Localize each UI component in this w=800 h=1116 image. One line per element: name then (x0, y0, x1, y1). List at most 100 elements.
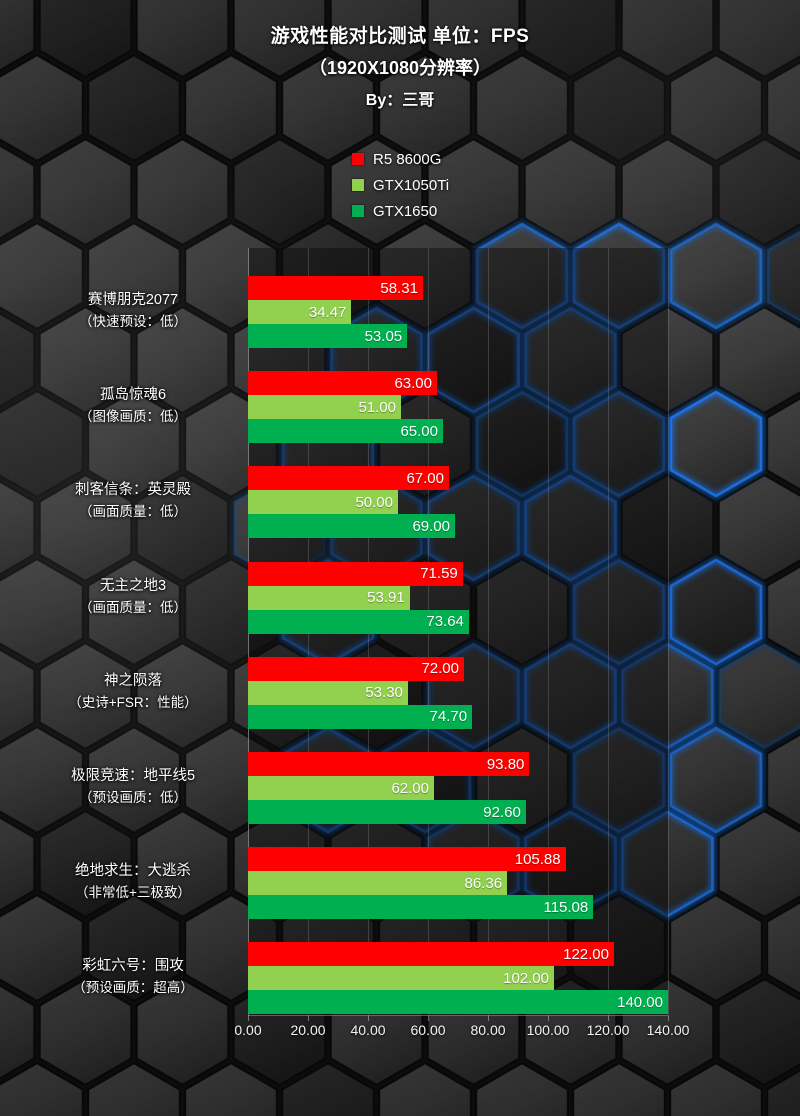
category-name: 无主之地3 (99, 577, 167, 594)
category-name: 彩虹六号：围攻 (82, 958, 184, 975)
bar-value-label: 34.47 (308, 303, 347, 321)
x-tick-label: 60.00 (410, 1022, 446, 1038)
bar-value-label: 63.00 (394, 374, 432, 392)
page-title: 游戏性能对比测试 单位：FPS (270, 26, 530, 47)
category-setting: （非常低+三极致） (75, 885, 191, 901)
bar-group: 58.31 34.47 53.05 (248, 276, 668, 348)
category-label: 极限竞速：地平线5 （预设画质：低） (28, 765, 238, 809)
bar: 71.59 (248, 561, 463, 586)
category-name: 孤岛惊魂6 (99, 387, 167, 404)
bar-value-label: 53.91 (367, 589, 405, 607)
legend-item-label: GTX1650 (373, 202, 438, 220)
bar: 102.00 (248, 966, 554, 991)
chart-title-block: 游戏性能对比测试 单位：FPS （1920X1080分辨率） By：三哥 (0, 22, 800, 116)
x-tick-label: 140.00 (646, 1022, 690, 1038)
bar: 93.80 (248, 752, 530, 776)
x-tick-label: 20.00 (290, 1022, 326, 1038)
chart-legend: R5 8600G GTX1050Ti GTX1650 (352, 146, 449, 224)
x-axis-tick-labels: 0.00 20.00 40.00 60.00 80.00 100.00 120.00 140.… (234, 1016, 689, 1046)
bar-group: 67.00 50.00 69.00 (248, 466, 668, 539)
x-tick-mark (428, 1016, 429, 1021)
legend-item-label: R5 8600G (373, 150, 442, 168)
x-gridline (548, 248, 549, 1016)
bar-value-label: 71.59 (420, 565, 458, 583)
bar-value-label: 62.00 (391, 779, 429, 797)
bar-value-label: 53.05 (364, 327, 403, 345)
legend-swatch-icon (352, 205, 364, 217)
bar-value-label: 86.36 (464, 874, 503, 892)
category-label: 孤岛惊魂6 （图像画质：低） (28, 384, 238, 428)
bar-value-label: 69.00 (412, 517, 450, 535)
x-tick-label: 40.00 (350, 1022, 386, 1038)
x-tick-mark (668, 1016, 669, 1021)
legend-item: GTX1050Ti (352, 172, 449, 198)
bar-value-label: 73.64 (426, 613, 464, 631)
bar-value-label: 115.08 (543, 898, 589, 916)
category-setting: （画面质量：低） (79, 504, 187, 520)
bar: 51.00 (248, 395, 401, 420)
bar-value-label: 67.00 (406, 469, 444, 487)
bar: 67.00 (248, 466, 449, 491)
bar: 53.91 (248, 585, 410, 610)
bar: 53.30 (248, 680, 408, 705)
bar-value-label: 122.00 (563, 945, 609, 963)
x-tick-label: 80.00 (470, 1022, 506, 1038)
category-setting: （快速预设：低） (79, 314, 187, 329)
bar: 105.88 (248, 847, 566, 872)
x-tick-mark (488, 1016, 489, 1021)
bar-value-label: 51.00 (358, 398, 396, 416)
category-label: 刺客信条：英灵殿 （画面质量：低） (28, 479, 238, 523)
category-name: 神之陨落 (104, 672, 162, 689)
legend-item: R5 8600G (352, 146, 449, 172)
x-axis-line (248, 1015, 668, 1016)
bar-value-label: 58.31 (380, 279, 418, 297)
plot-area: 58.31 34.47 53.05 63.00 51.00 65.00 67.00 50.00… (248, 248, 669, 1016)
bar-value-label: 72.00 (421, 660, 459, 678)
bar-group: 93.80 62.00 92.60 (248, 752, 668, 824)
bar-value-label: 50.00 (355, 493, 393, 511)
x-tick-mark (548, 1016, 549, 1021)
category-name: 刺客信条：英灵殿 (75, 482, 191, 499)
category-label: 彩虹六号：围攻 （预设画质：超高） (28, 955, 238, 999)
legend-item: GTX1650 (352, 198, 449, 224)
x-tick-label: 0.00 (234, 1022, 262, 1038)
bar: 86.36 (248, 871, 508, 896)
x-tick-label: 100.00 (526, 1022, 570, 1038)
bar: 74.70 (248, 704, 473, 729)
category-label: 赛博朋克2077 （快速预设：低） (28, 289, 238, 333)
category-label: 无主之地3 （画面质量：低） (28, 575, 238, 619)
bar-group: 105.88 86.36 115.08 (248, 847, 668, 920)
bar: 58.31 (248, 276, 423, 300)
x-tick-mark (308, 1016, 309, 1021)
chart-subtitle: （1920X1080分辨率） (308, 58, 492, 78)
x-gridline (488, 248, 489, 1016)
bar: 122.00 (248, 942, 614, 967)
category-setting: （史诗+FSR：性能） (68, 694, 198, 710)
legend-swatch-icon (352, 179, 364, 191)
category-name: 绝地求生：大逃杀 (75, 863, 191, 880)
bar: 63.00 (248, 371, 437, 396)
bar-group: 63.00 51.00 65.00 (248, 371, 668, 444)
bar-value-label: 92.60 (483, 803, 521, 821)
bar: 115.08 (248, 895, 594, 920)
category-label: 神之陨落 （史诗+FSR：性能） (28, 670, 238, 714)
bar: 62.00 (248, 776, 434, 800)
bar-value-label: 93.80 (486, 755, 525, 773)
bar-group: 71.59 53.91 73.64 (248, 561, 668, 634)
x-gridline (608, 248, 609, 1016)
bar: 92.60 (248, 800, 526, 824)
x-tick-mark (248, 1016, 249, 1021)
bar-value-label: 105.88 (514, 850, 561, 868)
x-tick-mark (608, 1016, 609, 1021)
bar-value-label: 53.30 (365, 684, 403, 702)
x-tick-mark (368, 1016, 369, 1021)
category-name: 赛博朋克2077 (87, 292, 179, 308)
category-name: 极限竞速：地平线5 (70, 768, 196, 784)
category-setting: （预设画质：低） (79, 790, 187, 805)
bar-group: 122.00 102.00 140.00 (248, 942, 668, 1015)
bar-value-label: 65.00 (400, 422, 438, 440)
x-tick-label: 120.00 (586, 1022, 630, 1038)
bar: 69.00 (248, 514, 455, 539)
bar-value-label: 102.00 (503, 969, 549, 987)
legend-swatch-icon (352, 153, 364, 165)
